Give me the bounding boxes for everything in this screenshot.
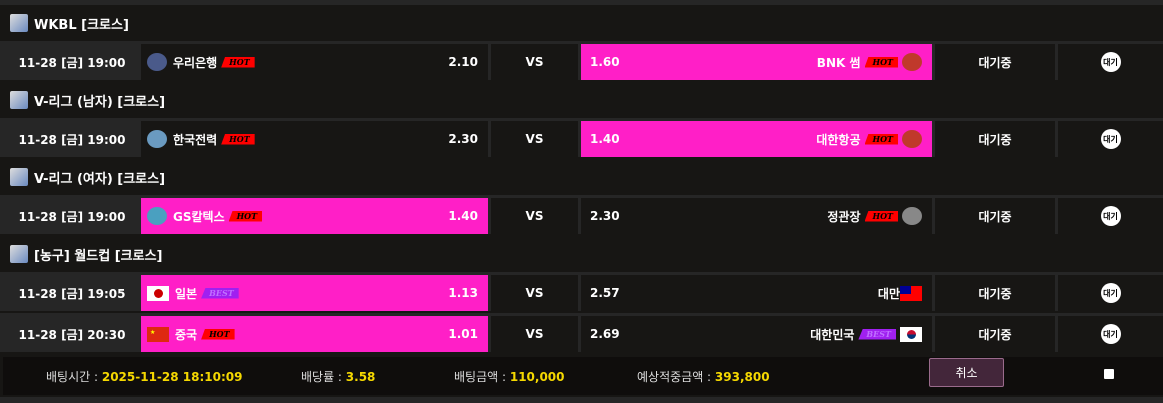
game-row: 11-28 [금] 19:00 한국전력 HOT 2.30 VS 1.40 대한항공 H… [0, 118, 1163, 157]
team-logo-icon [147, 207, 167, 225]
result-cell: 대기 [1058, 198, 1163, 234]
home-odds: 1.13 [448, 286, 478, 300]
team-logo-icon [902, 53, 922, 71]
hot-badge: HOT [864, 210, 898, 222]
bet-summary: 배팅시간 : 2025-11-28 18:10:09 배당률 : 3.58 배팅… [3, 357, 1163, 395]
home-odds: 2.10 [448, 55, 478, 69]
home-team-option[interactable]: ★ 중국 HOT 1.01 [141, 316, 488, 352]
result-badge: 대기 [1100, 206, 1121, 226]
away-team-name: 대만 [877, 286, 900, 301]
home-team-name: 한국전력 [173, 132, 218, 147]
game-datetime: 11-28 [금] 19:00 [3, 44, 141, 80]
home-odds: 1.40 [448, 209, 478, 223]
result-badge: 대기 [1100, 129, 1121, 149]
home-team-name: 중국 [175, 327, 198, 342]
away-team-name: 대한항공 [816, 132, 861, 147]
game-row: 11-28 [금] 19:00 우리은행 HOT 2.10 VS 1.60 BNK 썸… [0, 41, 1163, 80]
kovo-logo-icon [10, 168, 28, 186]
korea-flag-icon [900, 326, 922, 342]
game-row: 11-28 [금] 19:00 GS칼텍스 HOT 1.40 VS 2.30 정관장 H… [0, 195, 1163, 234]
vs-label: VS [491, 44, 578, 80]
vs-label: VS [491, 275, 578, 311]
away-odds: 1.60 [590, 55, 620, 69]
away-odds: 2.30 [590, 209, 620, 223]
home-team-option[interactable]: 일본 BEST 1.13 [141, 275, 488, 311]
hot-badge: HOT [864, 56, 898, 68]
vs-label: VS [491, 198, 578, 234]
game-status: 대기중 [935, 275, 1055, 311]
select-checkbox[interactable] [1104, 369, 1114, 379]
home-odds: 2.30 [448, 132, 478, 146]
away-team-name: 대한민국 [810, 327, 855, 342]
away-odds: 2.57 [590, 286, 620, 300]
result-cell: 대기 [1058, 275, 1163, 311]
vs-label: VS [491, 316, 578, 352]
home-team-name: GS칼텍스 [173, 209, 225, 224]
away-odds: 1.40 [590, 132, 620, 146]
kovo-logo-icon [10, 91, 28, 109]
game-datetime: 11-28 [금] 19:00 [3, 198, 141, 234]
league-header: V-리그 (남자) [크로스] [0, 82, 1163, 118]
team-logo-icon [147, 53, 167, 71]
result-cell: 대기 [1058, 316, 1163, 352]
game-status: 대기중 [935, 121, 1055, 157]
away-team-option[interactable]: 2.57 대만 [581, 275, 932, 311]
result-badge: 대기 [1100, 283, 1121, 303]
best-badge: BEST [201, 287, 239, 299]
league-header: [농구] 월드컵 [크로스] [0, 236, 1163, 272]
game-row: 11-28 [금] 20:30 ★ 중국 HOT 1.01 VS 2.69 대한민국 BE… [0, 313, 1163, 352]
game-status: 대기중 [935, 44, 1055, 80]
result-cell: 대기 [1058, 44, 1163, 80]
away-team-name: BNK 썸 [816, 55, 861, 70]
japan-flag-icon [147, 285, 169, 301]
home-team-option[interactable]: 우리은행 HOT 2.10 [141, 44, 488, 80]
away-team-option[interactable]: 2.69 대한민국 BEST [581, 316, 932, 352]
game-row: 11-28 [금] 19:05 일본 BEST 1.13 VS 2.57 대만 대기중… [0, 272, 1163, 311]
away-team-option[interactable]: 1.40 대한항공 HOT [581, 121, 932, 157]
team-logo-icon [902, 130, 922, 148]
team-logo-icon [147, 130, 167, 148]
team-logo-icon [902, 207, 922, 225]
top-bar [0, 0, 1163, 5]
taiwan-flag-icon [900, 285, 922, 301]
total-odds: 배당률 : 3.58 [301, 369, 376, 384]
best-badge: BEST [858, 328, 896, 340]
bottom-bar [0, 397, 1163, 403]
cancel-button[interactable]: 취소 [929, 358, 1004, 387]
result-badge: 대기 [1100, 52, 1121, 72]
china-flag-icon: ★ [147, 326, 169, 342]
expected-payout: 예상적중금액 : 393,800 [637, 369, 770, 384]
hot-badge: HOT [228, 210, 263, 222]
result-cell: 대기 [1058, 121, 1163, 157]
away-team-name: 정관장 [827, 209, 861, 224]
game-datetime: 11-28 [금] 20:30 [3, 316, 141, 352]
game-datetime: 11-28 [금] 19:00 [3, 121, 141, 157]
bet-amount: 배팅금액 : 110,000 [454, 369, 565, 384]
bet-time: 배팅시간 : 2025-11-28 18:10:09 [46, 369, 243, 384]
hot-badge: HOT [864, 133, 898, 145]
bet-slip-list: WKBL [크로스] 11-28 [금] 19:00 우리은행 HOT 2.10 V… [0, 5, 1163, 352]
home-team-option[interactable]: 한국전력 HOT 2.30 [141, 121, 488, 157]
home-team-name: 우리은행 [173, 55, 218, 70]
home-team-name: 일본 [175, 286, 198, 301]
hot-badge: HOT [221, 133, 255, 145]
wkbl-logo-icon [10, 14, 28, 32]
hot-badge: HOT [221, 56, 255, 68]
home-team-option[interactable]: GS칼텍스 HOT 1.40 [141, 198, 488, 234]
home-odds: 1.01 [448, 327, 478, 341]
game-status: 대기중 [935, 316, 1055, 352]
away-team-option[interactable]: 2.30 정관장 HOT [581, 198, 932, 234]
away-odds: 2.69 [590, 327, 620, 341]
league-header: V-리그 (여자) [크로스] [0, 159, 1163, 195]
world-cup-logo-icon [10, 245, 28, 263]
hot-badge: HOT [201, 328, 235, 340]
vs-label: VS [491, 121, 578, 157]
game-status: 대기중 [935, 198, 1055, 234]
game-datetime: 11-28 [금] 19:05 [3, 275, 141, 311]
league-header: WKBL [크로스] [0, 5, 1163, 41]
away-team-option[interactable]: 1.60 BNK 썸 HOT [581, 44, 932, 80]
result-badge: 대기 [1100, 324, 1121, 344]
